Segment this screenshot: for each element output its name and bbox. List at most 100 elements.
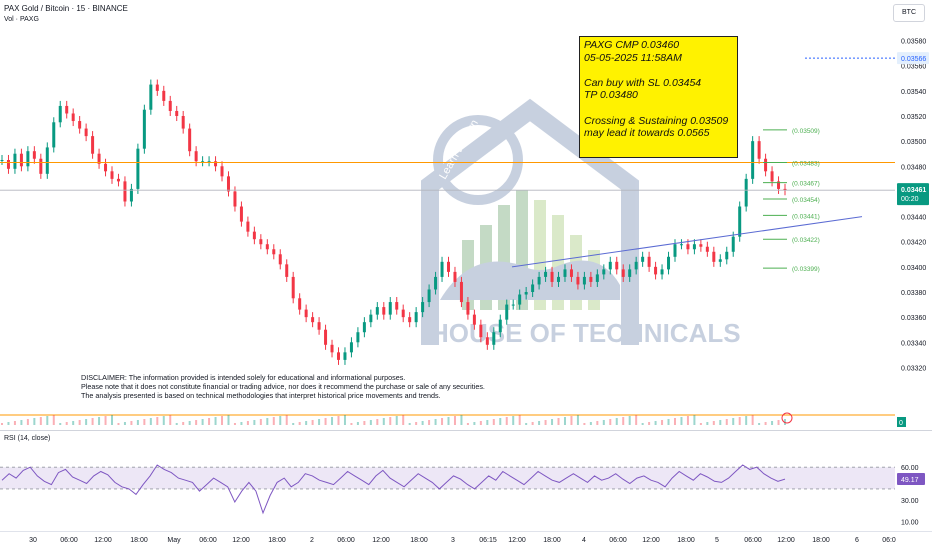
candle-body [201, 161, 205, 163]
candle-body [770, 171, 774, 182]
time-tick-label: 18:00 [812, 537, 830, 544]
target-price-label: 0.03566 [901, 56, 926, 63]
time-tick-label: 5 [715, 537, 719, 544]
candle-body [214, 161, 218, 167]
volume-bar [389, 417, 392, 425]
volume-bar [376, 419, 379, 425]
candle-body [291, 276, 295, 299]
candle-body [375, 307, 379, 315]
candle-body [518, 294, 522, 305]
volume-bar [415, 422, 418, 425]
volume-bar [654, 421, 657, 425]
disclaimer-line: DISCLAIMER: The information provided is … [81, 373, 406, 382]
price-tick-label: 0.03440 [901, 215, 926, 222]
price-tick-label: 0.03380 [901, 290, 926, 297]
volume-bar [395, 416, 398, 425]
volume-bar [214, 417, 217, 425]
note-line: PAXG CMP 0.03460 [584, 39, 680, 51]
volume-bar [622, 417, 625, 425]
time-tick-label: 18:00 [268, 537, 286, 544]
target-level-label: (0.03422) [792, 237, 820, 244]
candle-body [278, 254, 282, 265]
candle-body [175, 110, 179, 116]
candle-body [304, 309, 308, 318]
candle-body [155, 84, 159, 91]
watermark-bar [570, 235, 582, 310]
volume-bar [771, 421, 774, 425]
volume-indicator-label[interactable]: Vol · PAXG [4, 16, 39, 23]
rsi-title[interactable]: RSI (14, close) [4, 435, 51, 442]
candle-body [641, 256, 645, 262]
volume-bar [59, 423, 62, 425]
volume-bar [195, 420, 198, 425]
candle-body [738, 206, 742, 237]
price-tick-label: 0.03540 [901, 89, 926, 96]
volume-bar [602, 420, 605, 425]
time-tick-label: 12:00 [777, 537, 795, 544]
symbol-title[interactable]: PAX Gold / Bitcoin · 15 · BINANCE [4, 4, 128, 13]
volume-tag [897, 417, 906, 427]
time-tick-label: 6 [855, 537, 859, 544]
volume-bar [531, 422, 534, 425]
volume-bar [227, 415, 230, 425]
target-level-label: (0.03454) [792, 197, 820, 204]
candle-body [705, 246, 709, 252]
currency-button[interactable]: BTC [893, 4, 925, 22]
candle-body [129, 188, 133, 202]
candle-body [19, 153, 23, 167]
candle-body [0, 160, 4, 161]
volume-bar [279, 416, 282, 425]
volume-bar [551, 419, 554, 425]
candle-body [557, 276, 561, 282]
volume-bar [233, 423, 236, 425]
volume-bar [648, 422, 651, 425]
volume-bar [583, 423, 586, 425]
rsi-tick-label: 60.00 [901, 465, 919, 472]
candle-body [485, 337, 489, 345]
volume-bar [104, 416, 107, 425]
candle-body [634, 261, 638, 270]
volume-bar [240, 422, 243, 425]
candle-body [544, 271, 548, 277]
volume-tag-label: 0 [899, 420, 903, 427]
candle-body [32, 151, 36, 159]
volume-bar [615, 418, 618, 425]
candle-body [343, 352, 347, 360]
candle-body [149, 84, 153, 110]
candle-body [466, 302, 470, 315]
volume-bar [318, 419, 321, 425]
volume-bar [130, 421, 133, 425]
candle-body [654, 266, 658, 275]
time-tick-label: May [167, 537, 181, 544]
volume-bar [732, 418, 735, 425]
candle-body [65, 105, 69, 114]
price-tick-label: 0.03420 [901, 240, 926, 247]
volume-bar [350, 423, 353, 425]
volume-bar [434, 419, 437, 425]
time-tick-label: 18:00 [677, 537, 695, 544]
candle-body [246, 221, 250, 232]
volume-bar [78, 420, 81, 425]
price-tick-label: 0.03480 [901, 164, 926, 171]
candle-body [136, 148, 140, 189]
volume-bar [182, 422, 185, 425]
candle-body [336, 352, 340, 360]
volume-bar [706, 422, 709, 425]
volume-bar [777, 420, 780, 425]
volume-bar [72, 421, 75, 425]
candle-body [252, 231, 256, 240]
volume-bar [641, 423, 644, 425]
candle-body [472, 314, 476, 325]
volume-bar [499, 418, 502, 425]
candle-body [453, 271, 457, 282]
candle-body [492, 332, 496, 345]
alert-icon [781, 412, 793, 424]
disclaimer-line: Please note that it does not constitute … [81, 382, 485, 391]
volume-bar [460, 415, 463, 425]
volume-bar [453, 416, 456, 425]
watermark-bar [534, 200, 546, 310]
candle-body [123, 181, 127, 202]
volume-bar [693, 415, 696, 425]
volume-bar [596, 421, 599, 425]
candle-body [395, 302, 399, 310]
